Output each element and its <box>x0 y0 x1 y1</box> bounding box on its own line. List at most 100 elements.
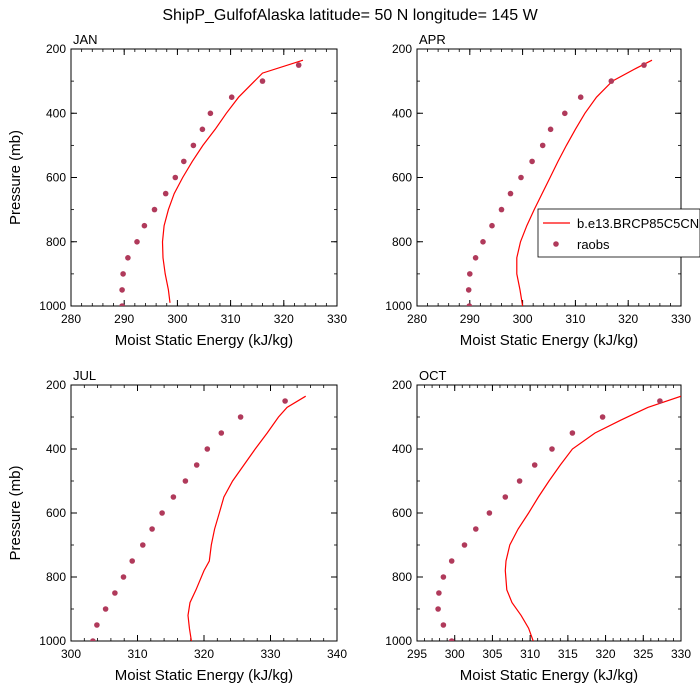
panel-jan: JAN 280 290 300 310 320 330 200 400 600 800 1000 Moi… <box>7 32 347 349</box>
raobs-point <box>472 254 479 261</box>
raobs-point <box>181 158 187 165</box>
x-tick-label: 310 <box>520 647 540 661</box>
y-tick-label: 600 <box>392 506 412 520</box>
x-axis-label: Moist Static Energy (kJ/kg) <box>460 332 638 349</box>
raobs-point <box>547 126 554 133</box>
raobs-point <box>529 158 535 165</box>
y-tick-label: 1000 <box>39 634 66 648</box>
raobs-point <box>448 558 455 564</box>
raobs-point <box>190 142 197 149</box>
panel-apr: APR 280 290 300 310 320 330 200 400 600 800 1000 Moi… <box>385 32 691 349</box>
raobs-point <box>549 446 555 452</box>
raobs-point <box>120 574 127 580</box>
y-tick-label: 800 <box>46 570 66 584</box>
y-tick-label: 200 <box>46 378 66 392</box>
x-tick-label: 290 <box>114 312 134 326</box>
raobs-point <box>120 271 126 277</box>
x-tick-label: 315 <box>558 647 578 661</box>
plot-frame <box>416 384 682 642</box>
x-tick-label: 320 <box>194 647 214 661</box>
y-tick-label: 800 <box>392 235 412 249</box>
y-tick-label: 800 <box>46 235 66 249</box>
raobs-point <box>489 222 495 229</box>
model-profile-line <box>516 59 653 306</box>
model-profile-line <box>504 395 681 641</box>
x-tick-label: 300 <box>445 647 465 661</box>
x-tick-label: 320 <box>596 647 616 661</box>
plot-area <box>119 59 304 306</box>
raobs-point <box>641 62 647 68</box>
raobs-point <box>172 174 179 181</box>
y-tick-label: 400 <box>46 442 66 456</box>
x-tick-label: 310 <box>565 312 585 326</box>
legend-obs-label: raobs <box>577 237 610 252</box>
raobs-point <box>94 622 100 628</box>
plot-area <box>90 395 307 641</box>
raobs-point <box>539 142 546 149</box>
raobs-point <box>440 622 447 628</box>
x-tick-label: 295 <box>407 647 427 661</box>
x-tick-label: 310 <box>127 647 147 661</box>
figure-title: ShipP_GulfofAlaska latitude= 50 N longit… <box>162 7 538 24</box>
panels: JAN 280 290 300 310 320 330 200 400 600 800 1000 Moi… <box>7 32 691 684</box>
raobs-point <box>577 94 584 100</box>
raobs-point <box>436 590 442 596</box>
raobs-point <box>599 414 606 420</box>
raobs-point <box>282 398 288 404</box>
y-tick-label: 600 <box>46 171 66 185</box>
raobs-point <box>134 239 140 245</box>
x-tick-label: 300 <box>61 647 81 661</box>
raobs-point <box>162 190 169 197</box>
plot-area <box>465 59 653 306</box>
raobs-point <box>440 574 447 580</box>
raobs-point <box>102 606 109 612</box>
raobs-point <box>199 126 206 133</box>
y-tick-label: 200 <box>392 42 412 56</box>
panel-label: JAN <box>73 32 98 47</box>
raobs-point <box>119 287 125 293</box>
raobs-point <box>465 287 472 293</box>
raobs-point <box>295 62 302 68</box>
legend: b.e13.BRCP85C5CN raobs <box>537 208 700 258</box>
raobs-point <box>435 606 441 612</box>
y-tick-label: 600 <box>392 171 412 185</box>
x-tick-label: 330 <box>327 312 347 326</box>
y-tick-label: 400 <box>392 106 412 120</box>
x-axis-label: Moist Static Energy (kJ/kg) <box>460 667 638 684</box>
y-tick-label: 1000 <box>385 299 412 313</box>
x-tick-label: 280 <box>407 312 427 326</box>
raobs-point <box>218 430 225 436</box>
model-profile-line <box>161 59 304 303</box>
y-tick-label: 200 <box>392 378 412 392</box>
x-tick-label: 305 <box>482 647 502 661</box>
y-axis-label: Pressure (mb) <box>7 465 24 560</box>
y-tick-label: 1000 <box>385 634 412 648</box>
x-axis-label: Moist Static Energy (kJ/kg) <box>115 667 293 684</box>
raobs-point <box>531 462 538 468</box>
y-tick-label: 200 <box>46 42 66 56</box>
plot-frame <box>70 48 338 307</box>
plot-frame <box>416 48 682 307</box>
raobs-point <box>112 590 118 596</box>
raobs-point <box>259 78 266 84</box>
raobs-point <box>516 478 523 484</box>
model-profile-line <box>187 395 307 641</box>
panel-label: APR <box>419 32 446 47</box>
raobs-point <box>149 526 155 532</box>
x-tick-label: 280 <box>61 312 81 326</box>
plot-frame <box>70 384 338 642</box>
raobs-point <box>486 510 493 516</box>
raobs-point <box>569 430 576 436</box>
raobs-point <box>193 462 200 468</box>
x-tick-label: 330 <box>671 647 691 661</box>
x-tick-label: 330 <box>671 312 691 326</box>
legend-model-label: b.e13.BRCP85C5CN <box>577 216 699 231</box>
raobs-point <box>207 110 214 117</box>
raobs-point <box>507 190 514 197</box>
raobs-point <box>90 638 96 641</box>
panel-jul: JUL 300 310 320 330 340 200 400 600 800 1000 Moist … <box>7 368 347 684</box>
raobs-point <box>125 254 131 261</box>
x-tick-label: 330 <box>260 647 280 661</box>
raobs-point <box>498 206 505 213</box>
